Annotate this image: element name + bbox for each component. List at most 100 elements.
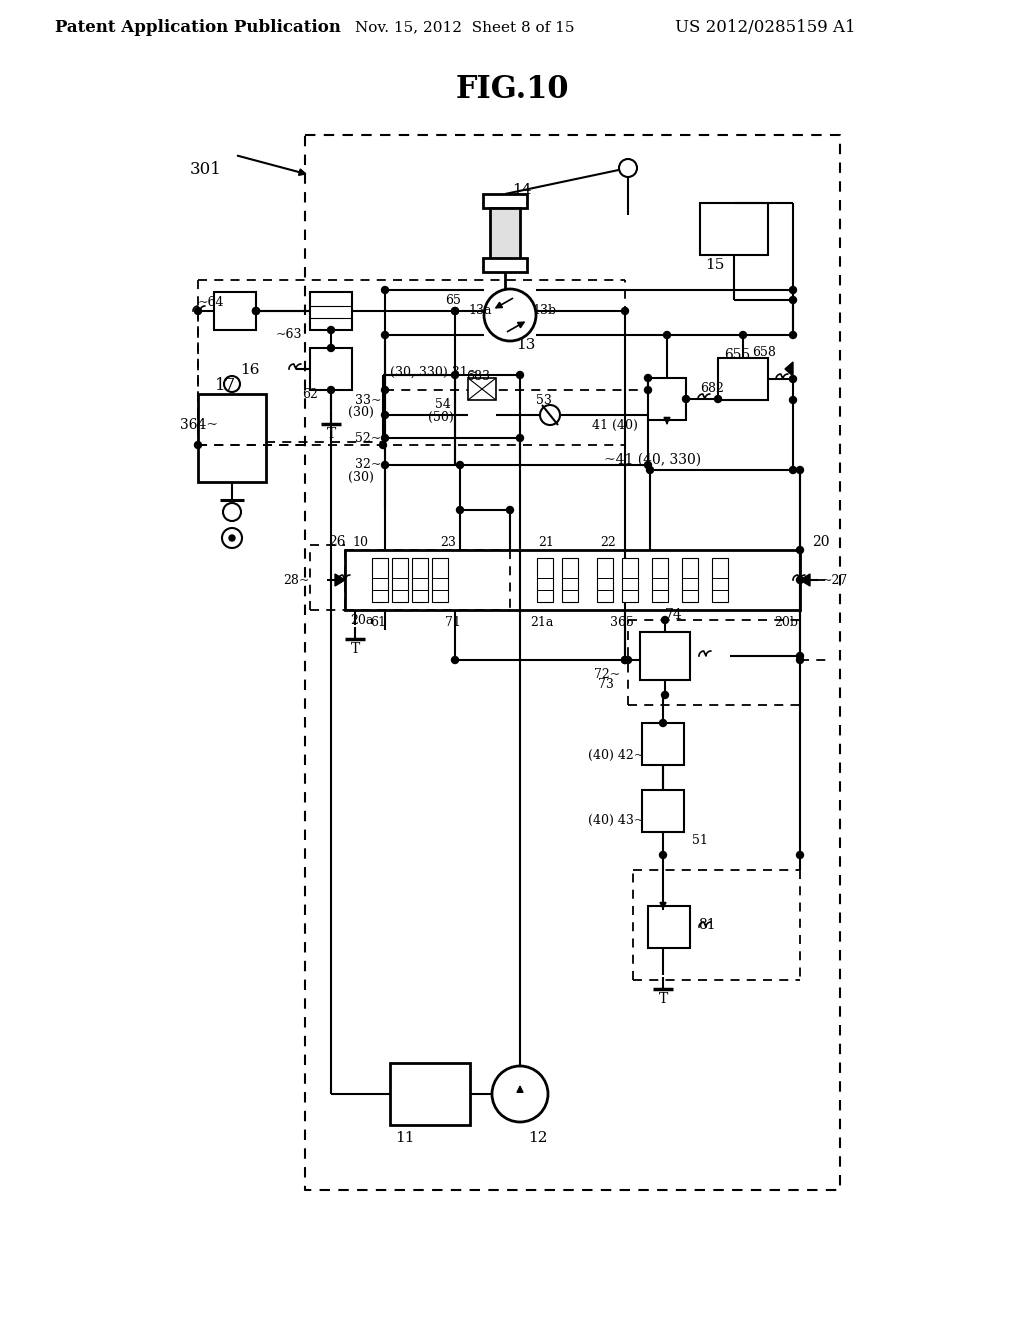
Circle shape — [797, 546, 804, 553]
Text: 15: 15 — [705, 257, 724, 272]
Text: 365: 365 — [610, 615, 634, 628]
Circle shape — [739, 331, 746, 338]
Text: 33~: 33~ — [355, 393, 382, 407]
Text: 81: 81 — [698, 917, 716, 932]
Circle shape — [223, 503, 241, 521]
Circle shape — [507, 507, 513, 513]
Circle shape — [229, 535, 234, 541]
Text: (30): (30) — [348, 405, 374, 418]
Text: (30, 330) 31~: (30, 330) 31~ — [390, 366, 478, 379]
Bar — [712, 558, 728, 602]
Circle shape — [484, 289, 536, 341]
Text: 13a: 13a — [468, 304, 492, 317]
Circle shape — [618, 158, 637, 177]
Circle shape — [328, 326, 335, 334]
Text: Nov. 15, 2012  Sheet 8 of 15: Nov. 15, 2012 Sheet 8 of 15 — [355, 20, 574, 34]
Circle shape — [644, 387, 651, 393]
Text: T: T — [659, 993, 669, 1006]
Circle shape — [797, 652, 804, 660]
Circle shape — [790, 297, 797, 304]
Circle shape — [222, 528, 242, 548]
Text: 52~: 52~ — [355, 432, 381, 445]
Circle shape — [644, 375, 651, 381]
Text: 74: 74 — [665, 609, 683, 622]
Text: (30): (30) — [348, 470, 374, 483]
Circle shape — [452, 308, 459, 314]
Circle shape — [659, 719, 667, 726]
Circle shape — [790, 396, 797, 404]
Bar — [718, 358, 768, 400]
Circle shape — [622, 656, 629, 664]
Circle shape — [797, 851, 804, 858]
Text: 682: 682 — [700, 381, 724, 395]
Text: 301: 301 — [190, 161, 222, 178]
Circle shape — [625, 656, 632, 664]
Circle shape — [457, 462, 464, 469]
Text: 41 (40): 41 (40) — [592, 418, 638, 432]
Text: 73: 73 — [598, 678, 613, 692]
Text: 12: 12 — [528, 1131, 548, 1144]
Circle shape — [382, 387, 388, 393]
Bar — [372, 558, 388, 602]
Circle shape — [683, 396, 689, 403]
Circle shape — [662, 616, 669, 623]
Text: US 2012/0285159 A1: US 2012/0285159 A1 — [675, 18, 856, 36]
Circle shape — [195, 441, 202, 449]
Circle shape — [492, 1067, 548, 1122]
Text: 54: 54 — [435, 399, 451, 412]
Text: 14: 14 — [512, 183, 531, 197]
Circle shape — [380, 441, 386, 449]
Circle shape — [224, 376, 240, 392]
Text: 23: 23 — [440, 536, 456, 549]
Bar — [214, 292, 256, 330]
Bar — [642, 789, 684, 832]
Circle shape — [790, 331, 797, 338]
Circle shape — [452, 656, 459, 664]
Circle shape — [452, 371, 459, 379]
Circle shape — [382, 434, 388, 441]
Text: 683: 683 — [466, 370, 490, 383]
Text: 65: 65 — [445, 293, 461, 306]
Text: 21a: 21a — [530, 615, 553, 628]
Circle shape — [382, 286, 388, 293]
Text: T: T — [351, 642, 360, 656]
Circle shape — [797, 656, 804, 664]
Bar — [652, 558, 668, 602]
Text: 51: 51 — [692, 833, 708, 846]
Text: 16: 16 — [240, 363, 259, 378]
Circle shape — [516, 371, 523, 379]
Circle shape — [797, 577, 804, 583]
Circle shape — [457, 507, 464, 513]
Bar — [198, 393, 266, 482]
Bar — [412, 558, 428, 602]
Text: ~63: ~63 — [275, 329, 302, 342]
Polygon shape — [800, 574, 810, 586]
Circle shape — [328, 387, 335, 393]
Text: 32~: 32~ — [355, 458, 381, 471]
Bar — [642, 723, 684, 766]
Text: ~27: ~27 — [822, 573, 848, 586]
Text: 364~: 364~ — [180, 418, 218, 432]
Bar — [537, 558, 553, 602]
Text: 71: 71 — [445, 615, 461, 628]
Bar — [310, 292, 352, 330]
Bar — [597, 558, 613, 602]
Circle shape — [516, 434, 523, 441]
Text: T: T — [327, 426, 336, 441]
Circle shape — [715, 396, 722, 403]
Bar — [640, 632, 690, 680]
Text: 20b: 20b — [774, 615, 798, 628]
Bar — [648, 378, 686, 420]
Circle shape — [662, 692, 669, 698]
Bar — [682, 558, 698, 602]
Bar — [490, 209, 520, 260]
Circle shape — [195, 308, 202, 314]
Circle shape — [644, 462, 651, 469]
Text: (40) 43~: (40) 43~ — [588, 813, 644, 826]
Text: 11: 11 — [395, 1131, 415, 1144]
Text: ~64: ~64 — [198, 296, 224, 309]
Circle shape — [659, 851, 667, 858]
Text: 10: 10 — [352, 536, 368, 549]
Bar — [700, 203, 768, 255]
Bar — [390, 1063, 470, 1125]
